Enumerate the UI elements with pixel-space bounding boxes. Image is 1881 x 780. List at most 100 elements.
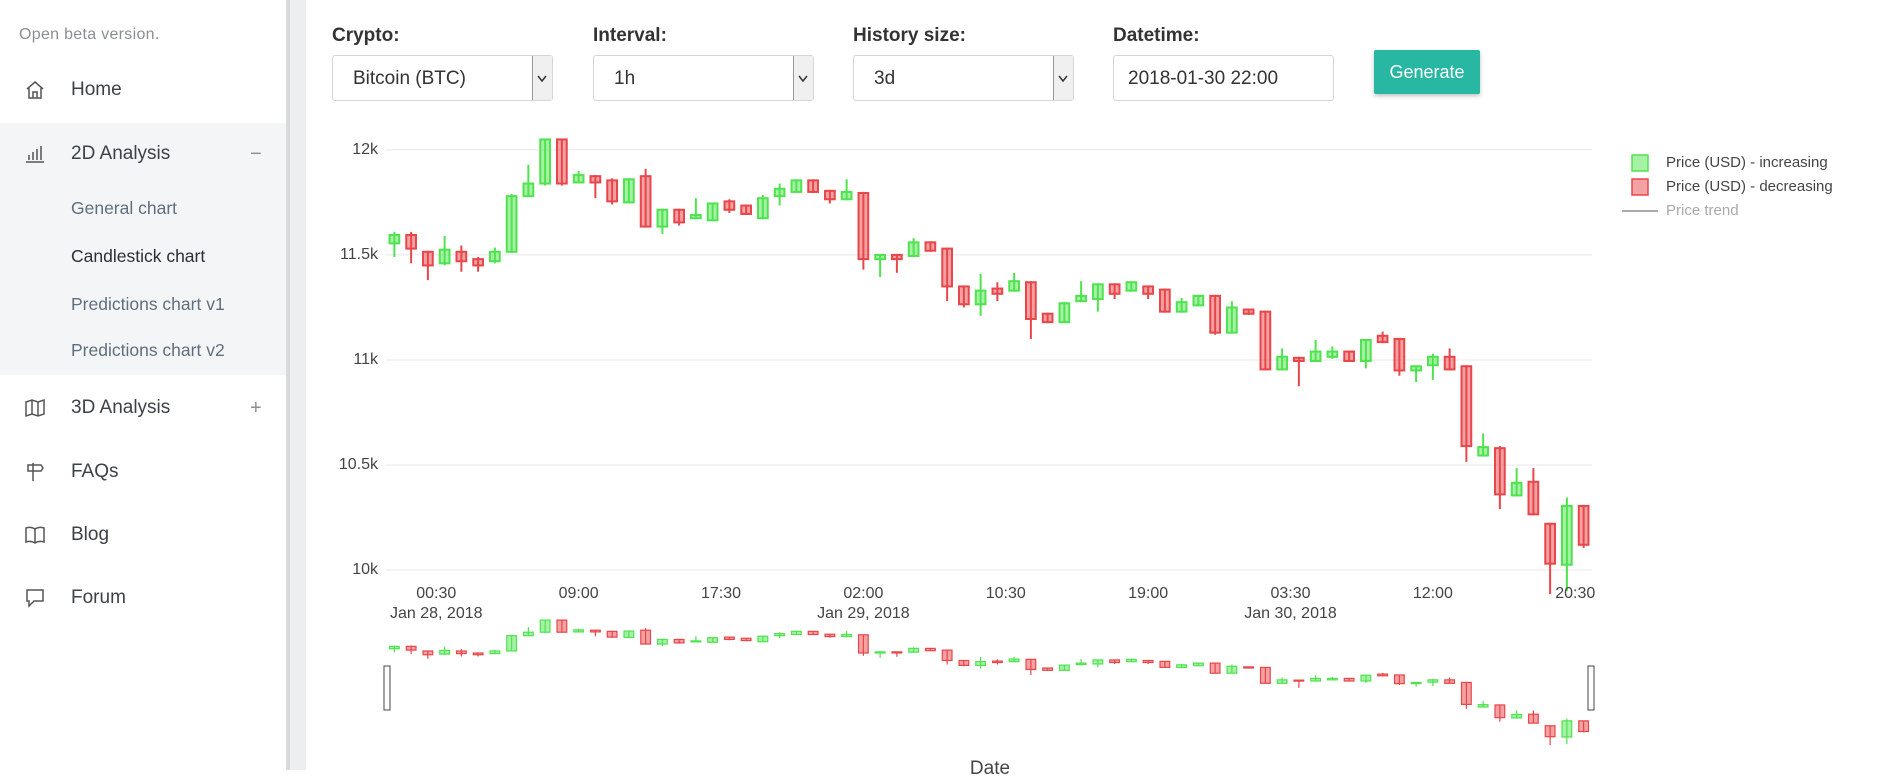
candle-body xyxy=(857,191,870,261)
range-candle-body xyxy=(1326,677,1338,681)
select-value: Bitcoin (BTC) xyxy=(353,68,466,89)
candle-body xyxy=(1477,446,1489,457)
candle-body xyxy=(505,195,518,253)
legend-swatch xyxy=(1631,154,1649,172)
menu-item[interactable]: FAQs xyxy=(0,441,286,503)
candle-body xyxy=(1142,285,1154,295)
candle-body xyxy=(673,208,685,224)
range-candle-body xyxy=(1293,679,1305,682)
candle-body xyxy=(1125,281,1138,292)
submenu-item[interactable]: Predictions chart v1 xyxy=(71,294,225,314)
range-candle-body xyxy=(439,649,451,655)
range-candle-body xyxy=(1192,662,1204,667)
candle-body xyxy=(388,233,401,245)
candle-body xyxy=(1527,480,1540,516)
candle-body xyxy=(807,179,819,193)
candle-body xyxy=(1108,283,1121,295)
range-candle-body xyxy=(656,638,668,645)
candle-body xyxy=(1025,281,1037,320)
range-candle-body xyxy=(556,619,568,633)
collapse-toggle[interactable]: − xyxy=(250,142,262,165)
range-candle-body xyxy=(1377,673,1389,677)
candle-body xyxy=(1226,306,1238,334)
candle-body xyxy=(1494,447,1506,496)
menu-item[interactable]: Home xyxy=(0,59,286,121)
x-tick-label: 00:30 Jan 28, 2018 xyxy=(389,585,483,622)
menu-item[interactable]: Forum xyxy=(0,567,286,629)
x-tick-label: 19:00 xyxy=(1128,585,1169,602)
select-arrow xyxy=(793,56,813,100)
expand-toggle[interactable]: + xyxy=(250,396,262,419)
candle-body xyxy=(891,253,903,261)
submenu-item[interactable]: General chart xyxy=(71,198,178,218)
crypto-select[interactable]: Bitcoin (BTC) xyxy=(332,55,553,101)
range-candle-body xyxy=(1226,665,1238,674)
candle-body xyxy=(1326,350,1339,358)
menu-item[interactable]: 3D Analysis + xyxy=(0,377,286,439)
candle-body xyxy=(706,202,719,222)
range-candle-body xyxy=(606,630,618,638)
candle-body xyxy=(438,248,451,265)
range-candle-body xyxy=(807,630,819,636)
x-tick-label: 03:30 Jan 30, 2018 xyxy=(1244,585,1337,622)
field-label: Crypto: xyxy=(332,25,400,46)
generate-button[interactable]: Generate xyxy=(1374,50,1480,94)
range-candle-body xyxy=(1075,662,1087,666)
candle-body xyxy=(924,241,937,252)
x-tick-label: 12:00 xyxy=(1412,585,1453,602)
sidebar-divider xyxy=(286,0,306,770)
y-tick-label: 11.5k xyxy=(340,246,379,263)
range-candle-body xyxy=(1527,713,1539,724)
menu-item[interactable]: 2D Analysis − xyxy=(0,123,286,185)
range-candle-body xyxy=(1477,704,1489,708)
range-candle-body xyxy=(1042,667,1054,671)
forum-icon xyxy=(26,589,44,608)
interval-select[interactable]: 1h xyxy=(593,55,814,101)
submenu-item[interactable]: Predictions chart v2 xyxy=(71,340,225,360)
candle-body xyxy=(723,200,736,211)
candle-body xyxy=(1058,302,1071,324)
range-candle-body xyxy=(489,650,501,655)
candle-body xyxy=(1343,350,1355,363)
submenu: General chart Candlestick chart Predicti… xyxy=(0,185,286,375)
menu-item[interactable]: Blog xyxy=(0,504,286,566)
candle-body xyxy=(958,285,970,306)
range-candle-body xyxy=(405,645,417,651)
candle-body xyxy=(623,178,635,204)
range-candle-body xyxy=(1159,660,1171,669)
chart-icon xyxy=(26,146,44,163)
menu-label: Home xyxy=(71,79,122,100)
candle-body xyxy=(455,250,468,263)
range-candle-body xyxy=(1259,666,1271,684)
candle-body xyxy=(907,241,920,257)
submenu-item[interactable]: Candlestick chart xyxy=(71,246,206,266)
candle-body xyxy=(1544,522,1556,565)
candle-body xyxy=(1209,294,1221,334)
x-tick-label: 10:30 xyxy=(985,585,1026,602)
legend-label[interactable]: Price trend xyxy=(1666,202,1739,219)
range-candle-body xyxy=(790,630,802,636)
select-arrow xyxy=(532,56,552,100)
x-tick-label: 17:30 xyxy=(700,585,742,602)
range-candle-body xyxy=(623,630,635,639)
history-select[interactable]: 3d xyxy=(853,55,1074,101)
range-candle-body xyxy=(1427,679,1439,683)
range-candle-body xyxy=(1092,659,1104,665)
candle-body xyxy=(1293,356,1305,362)
range-candle-body xyxy=(1343,677,1355,682)
y-tick-label: 11k xyxy=(353,351,379,368)
candle-body xyxy=(422,250,434,267)
candle-body xyxy=(974,289,987,306)
sign-icon xyxy=(27,463,44,481)
legend-label: Price (USD) - decreasing xyxy=(1666,178,1833,195)
candle-body xyxy=(991,287,1004,295)
candle-body xyxy=(1242,308,1255,315)
range-candle-body xyxy=(422,650,434,656)
candle-body xyxy=(941,247,953,288)
menu-label: 3D Analysis xyxy=(71,397,171,418)
datetime-input[interactable]: 2018-01-30 22:00 xyxy=(1113,55,1334,101)
x-tick-label: 02:00 Jan 29, 2018 xyxy=(817,585,910,622)
select-value: 1h xyxy=(614,68,636,89)
legend-label: Price (USD) - increasing xyxy=(1666,154,1828,171)
legend-swatch xyxy=(1631,178,1649,196)
